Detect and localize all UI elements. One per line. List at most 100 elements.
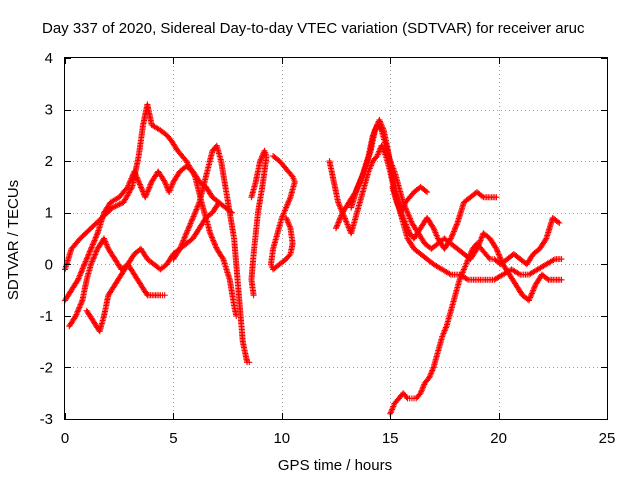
data-point — [283, 204, 290, 211]
data-point — [83, 255, 90, 262]
data-point — [185, 224, 192, 231]
x-tick-label: 10 — [273, 430, 290, 447]
data-point — [191, 212, 198, 219]
data-point — [335, 200, 342, 207]
data-point — [375, 150, 382, 156]
y-tick-label: 1 — [45, 205, 53, 222]
data-point — [408, 218, 415, 225]
data-point — [467, 250, 474, 257]
data-point — [138, 185, 145, 192]
data-point — [556, 220, 563, 226]
data-point — [181, 236, 187, 242]
data-point — [358, 175, 365, 182]
data-point — [182, 231, 189, 238]
data-point — [398, 208, 405, 215]
data-point — [208, 233, 215, 240]
data-point — [355, 182, 362, 189]
series-arc-5 — [170, 142, 253, 366]
data-point — [403, 223, 410, 229]
data-point — [195, 200, 202, 207]
data-point — [86, 250, 93, 256]
data-point — [286, 252, 293, 259]
data-point — [75, 305, 82, 312]
data-point — [212, 243, 219, 249]
data-point — [139, 187, 146, 194]
data-point — [463, 275, 470, 282]
data-point — [127, 178, 134, 185]
data-point — [76, 304, 83, 311]
data-point — [91, 238, 97, 245]
data-point — [77, 303, 83, 309]
data-point — [74, 310, 80, 316]
data-point — [495, 251, 502, 258]
data-point — [82, 259, 89, 266]
data-point — [446, 270, 453, 277]
data-point — [187, 220, 194, 227]
data-point — [176, 245, 183, 252]
data-point — [78, 300, 85, 307]
data-point — [495, 250, 502, 256]
data-point — [142, 194, 149, 201]
x-tick-label: 20 — [490, 430, 507, 447]
data-point — [399, 212, 406, 219]
data-point — [403, 394, 410, 401]
data-point — [357, 178, 363, 185]
data-point — [485, 254, 492, 261]
data-point — [336, 216, 343, 223]
data-point — [428, 368, 435, 375]
data-point — [136, 180, 143, 187]
data-point — [250, 292, 257, 299]
data-point — [389, 404, 396, 411]
plot-frame — [64, 57, 608, 420]
data-point — [555, 219, 561, 225]
data-point — [542, 236, 549, 243]
data-point — [93, 231, 100, 238]
data-point — [209, 234, 215, 241]
data-point — [211, 240, 218, 247]
grid — [65, 58, 607, 419]
data-point — [88, 259, 95, 266]
data-point — [89, 243, 96, 249]
data-point — [355, 181, 362, 188]
data-point — [453, 222, 460, 229]
data-point — [93, 248, 100, 255]
data-point — [195, 202, 202, 209]
data-point — [72, 314, 78, 321]
series-arc-12 — [389, 183, 431, 216]
data-point — [333, 223, 340, 230]
data-point — [433, 232, 440, 239]
data-point — [343, 218, 350, 225]
y-tick-label: -2 — [40, 359, 53, 376]
data-point — [112, 203, 119, 210]
data-point — [493, 245, 500, 252]
data-point — [215, 199, 222, 206]
data-point — [447, 236, 454, 243]
data-point — [333, 225, 339, 232]
x-tick-label: 5 — [169, 430, 177, 447]
y-tick-label: 0 — [45, 256, 53, 273]
y-tick-label: -3 — [40, 411, 53, 428]
data-point — [493, 194, 500, 201]
data-point — [128, 175, 135, 182]
data-point — [189, 214, 196, 221]
data-point — [160, 177, 167, 184]
data-point — [169, 180, 176, 187]
data-point — [189, 216, 196, 223]
data-point — [420, 382, 427, 389]
data-point — [137, 183, 144, 189]
data-point — [394, 200, 401, 207]
data-point — [75, 307, 82, 314]
data-point — [463, 260, 470, 267]
data-point — [79, 265, 86, 272]
data-point — [286, 222, 293, 229]
data-point — [354, 183, 361, 190]
data-point — [90, 240, 97, 247]
data-point — [127, 176, 134, 183]
data-point — [147, 181, 154, 188]
data-point — [452, 224, 459, 231]
axis-ticks — [65, 58, 608, 420]
data-point — [74, 308, 81, 315]
data-point — [78, 269, 84, 276]
data-point — [142, 192, 149, 199]
data-point — [450, 228, 457, 235]
